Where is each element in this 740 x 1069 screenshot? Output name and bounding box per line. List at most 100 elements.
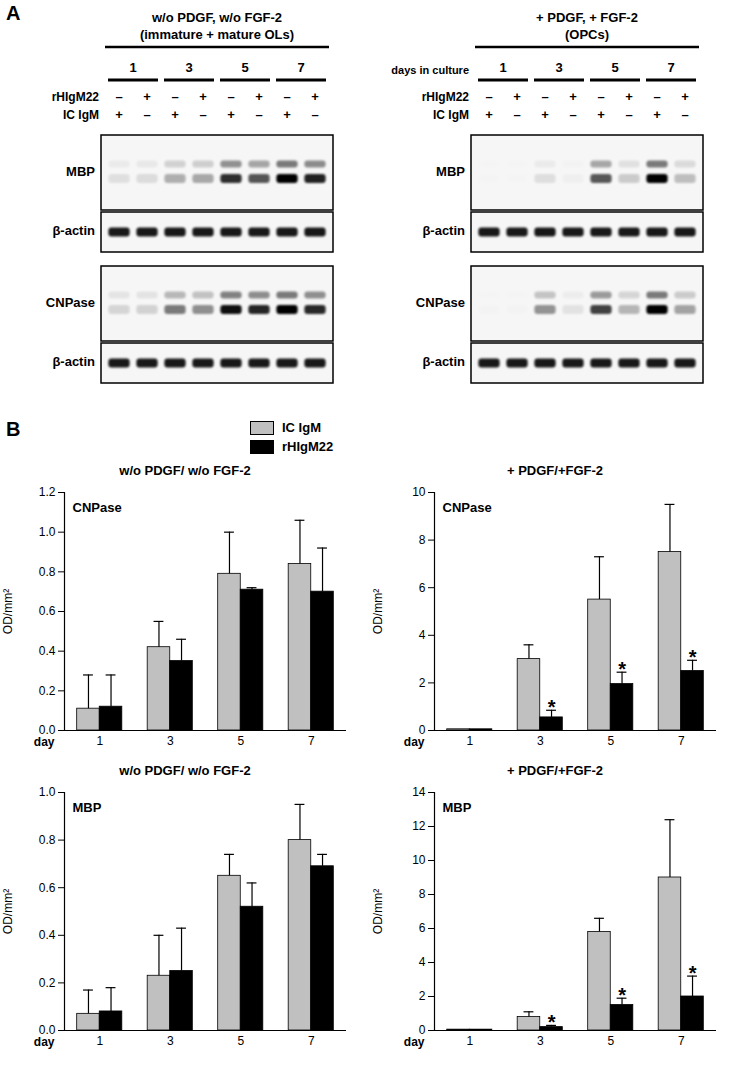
svg-text:+: + (625, 89, 633, 104)
svg-text:CNPase: CNPase (416, 295, 465, 310)
svg-text:5: 5 (611, 60, 618, 75)
svg-text:(OPCs): (OPCs) (565, 27, 609, 42)
svg-text:5: 5 (237, 1034, 244, 1048)
svg-text:OD/mm²: OD/mm² (1, 589, 15, 634)
svg-text:4: 4 (419, 955, 426, 969)
svg-text:*: * (548, 696, 556, 718)
svg-text:–: – (171, 89, 178, 104)
svg-text:0.6: 0.6 (39, 881, 56, 895)
svg-text:OD/mm²: OD/mm² (1, 889, 15, 934)
svg-text:7: 7 (667, 60, 674, 75)
svg-text:+: + (227, 107, 235, 122)
svg-text:1.0: 1.0 (39, 525, 56, 539)
svg-text:5: 5 (607, 1034, 614, 1048)
svg-text:+: + (597, 107, 605, 122)
svg-text:3: 3 (167, 734, 174, 748)
svg-text:MBP: MBP (66, 164, 95, 179)
svg-text:–: – (541, 89, 548, 104)
svg-text:MBP: MBP (436, 164, 465, 179)
svg-text:3: 3 (537, 1034, 544, 1048)
svg-text:1: 1 (466, 734, 473, 748)
svg-text:β-actin: β-actin (422, 223, 465, 238)
svg-text:OD/mm²: OD/mm² (371, 589, 385, 634)
svg-text:–: – (513, 107, 520, 122)
svg-text:+: + (143, 89, 151, 104)
svg-text:MBP: MBP (443, 800, 472, 815)
svg-text:CNPase: CNPase (443, 500, 492, 515)
svg-text:day: day (404, 1035, 425, 1049)
svg-text:day: day (34, 1035, 55, 1049)
svg-text:–: – (115, 89, 122, 104)
svg-text:*: * (689, 962, 697, 984)
svg-text:+: + (653, 107, 661, 122)
svg-text:10: 10 (412, 853, 426, 867)
svg-text:day: day (34, 735, 55, 749)
svg-text:*: * (618, 658, 626, 680)
svg-text:5: 5 (607, 734, 614, 748)
svg-text:14: 14 (412, 785, 426, 799)
svg-text:–: – (485, 89, 492, 104)
svg-text:8: 8 (419, 533, 426, 547)
svg-text:2: 2 (419, 676, 426, 690)
svg-text:IC IgM: IC IgM (63, 108, 99, 122)
svg-text:+: + (255, 89, 263, 104)
svg-text:–: – (255, 107, 262, 122)
svg-text:MBP: MBP (73, 800, 102, 815)
svg-text:1: 1 (499, 60, 506, 75)
svg-text:3: 3 (167, 1034, 174, 1048)
svg-text:1: 1 (96, 1034, 103, 1048)
svg-text:OD/mm²: OD/mm² (371, 889, 385, 934)
svg-text:β-actin: β-actin (52, 223, 95, 238)
svg-text:w/o PDGF, w/o FGF-2: w/o PDGF, w/o FGF-2 (151, 10, 282, 25)
svg-text:0.4: 0.4 (39, 928, 56, 942)
svg-text:–: – (653, 89, 660, 104)
svg-text:–: – (625, 107, 632, 122)
svg-text:–: – (199, 107, 206, 122)
svg-text:0.2: 0.2 (39, 684, 56, 698)
svg-text:+: + (541, 107, 549, 122)
svg-text:0.2: 0.2 (39, 976, 56, 990)
svg-text:–: – (569, 107, 576, 122)
svg-text:+: + (283, 107, 291, 122)
svg-text:7: 7 (297, 60, 304, 75)
svg-text:1: 1 (466, 1034, 473, 1048)
svg-text:7: 7 (678, 734, 685, 748)
svg-text:days in culture: days in culture (391, 64, 469, 76)
svg-text:+: + (569, 89, 577, 104)
svg-text:+: + (681, 89, 689, 104)
svg-text:7: 7 (678, 1034, 685, 1048)
svg-text:β-actin: β-actin (422, 354, 465, 369)
svg-text:7: 7 (308, 734, 315, 748)
svg-text:+ PDGF, + FGF-2: + PDGF, + FGF-2 (536, 10, 638, 25)
svg-text:1.0: 1.0 (39, 785, 56, 799)
svg-text:+: + (171, 107, 179, 122)
svg-text:–: – (681, 107, 688, 122)
svg-text:4: 4 (419, 628, 426, 642)
svg-text:8: 8 (419, 887, 426, 901)
svg-text:rHIgM22: rHIgM22 (52, 90, 100, 104)
svg-text:7: 7 (308, 1034, 315, 1048)
svg-text:1.2: 1.2 (39, 485, 56, 499)
svg-text:5: 5 (237, 734, 244, 748)
svg-text:6: 6 (419, 921, 426, 935)
svg-text:3: 3 (555, 60, 562, 75)
svg-text:+: + (485, 107, 493, 122)
svg-text:0.8: 0.8 (39, 565, 56, 579)
svg-text:+: + (199, 89, 207, 104)
svg-text:+: + (311, 89, 319, 104)
svg-text:5: 5 (241, 60, 248, 75)
svg-text:(immature + mature OLs): (immature + mature OLs) (140, 27, 294, 42)
svg-text:0.6: 0.6 (39, 604, 56, 618)
svg-text:–: – (597, 89, 604, 104)
svg-text:12: 12 (412, 819, 426, 833)
svg-text:+: + (115, 107, 123, 122)
svg-text:1: 1 (96, 734, 103, 748)
svg-text:rHIgM22: rHIgM22 (422, 90, 470, 104)
svg-text:3: 3 (537, 734, 544, 748)
svg-text:6: 6 (419, 581, 426, 595)
svg-text:IC IgM: IC IgM (433, 108, 469, 122)
svg-text:2: 2 (419, 989, 426, 1003)
svg-text:1: 1 (129, 60, 136, 75)
svg-text:0.4: 0.4 (39, 644, 56, 658)
svg-text:–: – (311, 107, 318, 122)
